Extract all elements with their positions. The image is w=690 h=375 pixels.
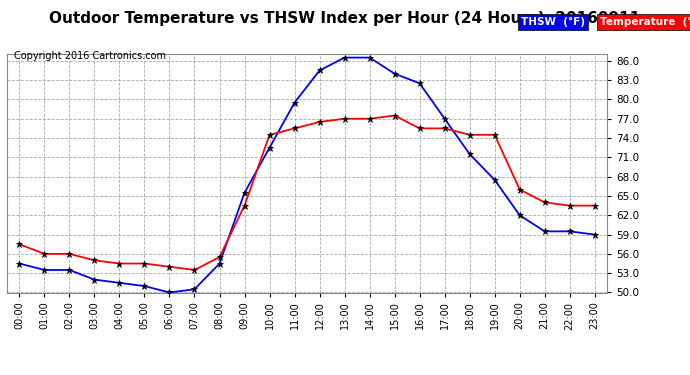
Text: Outdoor Temperature vs THSW Index per Hour (24 Hours)  20160911: Outdoor Temperature vs THSW Index per Ho… [50,11,640,26]
Text: THSW  (°F): THSW (°F) [521,17,585,27]
Text: Copyright 2016 Cartronics.com: Copyright 2016 Cartronics.com [14,51,166,61]
Text: Temperature  (°F): Temperature (°F) [600,17,690,27]
